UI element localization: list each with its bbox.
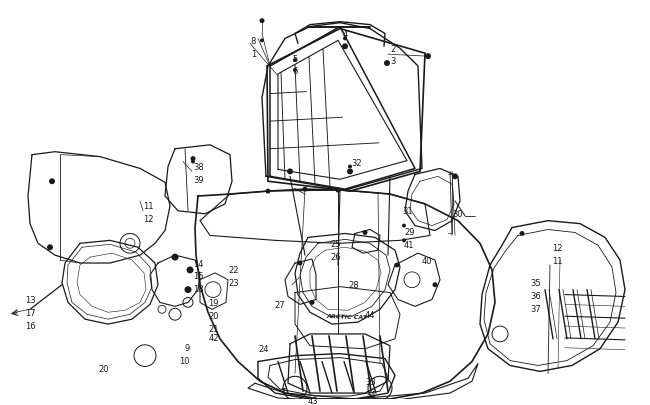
Circle shape xyxy=(432,283,437,288)
Text: 2: 2 xyxy=(390,45,395,53)
Circle shape xyxy=(293,59,297,63)
Text: 29: 29 xyxy=(404,228,415,237)
Text: 9: 9 xyxy=(185,343,190,352)
Text: 16: 16 xyxy=(25,321,36,330)
Circle shape xyxy=(519,231,525,237)
Text: 27: 27 xyxy=(274,300,285,309)
Text: 23: 23 xyxy=(228,279,239,288)
Text: 13: 13 xyxy=(25,295,36,304)
Text: 33: 33 xyxy=(365,377,376,386)
Circle shape xyxy=(335,188,341,193)
Text: 42: 42 xyxy=(209,334,220,343)
Text: 12: 12 xyxy=(552,243,562,252)
Text: 20: 20 xyxy=(208,311,218,320)
Text: 28: 28 xyxy=(348,281,359,290)
Circle shape xyxy=(265,189,270,194)
Circle shape xyxy=(309,300,315,305)
Text: 15: 15 xyxy=(193,272,203,281)
Circle shape xyxy=(425,54,431,60)
Circle shape xyxy=(172,254,179,261)
Circle shape xyxy=(287,169,293,175)
Circle shape xyxy=(402,224,406,228)
Circle shape xyxy=(293,69,297,73)
Text: 8: 8 xyxy=(251,37,256,46)
Circle shape xyxy=(49,179,55,185)
Text: 39: 39 xyxy=(193,175,203,184)
Text: 6: 6 xyxy=(292,67,298,76)
Text: 10: 10 xyxy=(179,356,190,365)
Text: ARCTIC CAT: ARCTIC CAT xyxy=(326,313,367,320)
Text: 3: 3 xyxy=(390,56,395,66)
Circle shape xyxy=(185,286,192,293)
Circle shape xyxy=(187,267,194,274)
Circle shape xyxy=(260,39,264,43)
Circle shape xyxy=(347,169,353,175)
Text: 43: 43 xyxy=(308,396,318,405)
Circle shape xyxy=(191,160,195,164)
Text: 20: 20 xyxy=(98,364,109,373)
Text: 31: 31 xyxy=(402,207,413,216)
Text: 37: 37 xyxy=(530,304,541,313)
Circle shape xyxy=(47,245,53,251)
Text: 41: 41 xyxy=(404,240,415,249)
Circle shape xyxy=(363,230,367,235)
Circle shape xyxy=(190,157,196,162)
Text: 36: 36 xyxy=(530,291,541,300)
Text: 44: 44 xyxy=(365,310,376,319)
Text: 17: 17 xyxy=(25,308,36,317)
Text: 12: 12 xyxy=(143,215,153,224)
Circle shape xyxy=(348,165,352,169)
Circle shape xyxy=(384,61,390,67)
Text: 19: 19 xyxy=(208,298,218,307)
Text: 14: 14 xyxy=(193,259,203,268)
Text: 5: 5 xyxy=(292,55,297,64)
Circle shape xyxy=(342,44,348,50)
Text: 24: 24 xyxy=(258,344,268,353)
Circle shape xyxy=(302,187,307,192)
Circle shape xyxy=(452,174,458,180)
Text: 11: 11 xyxy=(143,202,153,211)
Text: 1: 1 xyxy=(251,49,256,59)
Text: 34: 34 xyxy=(365,390,376,399)
Text: 4: 4 xyxy=(343,30,348,39)
Text: 30: 30 xyxy=(452,210,463,219)
Text: 18: 18 xyxy=(193,284,203,293)
Text: 38: 38 xyxy=(193,162,203,172)
Circle shape xyxy=(426,55,430,59)
Text: 25: 25 xyxy=(330,239,341,248)
Text: 35: 35 xyxy=(530,279,541,288)
Circle shape xyxy=(395,263,400,268)
Text: 32: 32 xyxy=(351,159,361,168)
Circle shape xyxy=(259,19,265,24)
Text: 22: 22 xyxy=(228,266,239,275)
Text: 40: 40 xyxy=(422,256,432,265)
Circle shape xyxy=(298,261,302,266)
Circle shape xyxy=(343,37,347,41)
Text: 26: 26 xyxy=(330,252,341,261)
Text: 11: 11 xyxy=(552,256,562,265)
Circle shape xyxy=(402,239,406,243)
Text: 21: 21 xyxy=(208,324,218,333)
Text: 7: 7 xyxy=(280,387,285,396)
